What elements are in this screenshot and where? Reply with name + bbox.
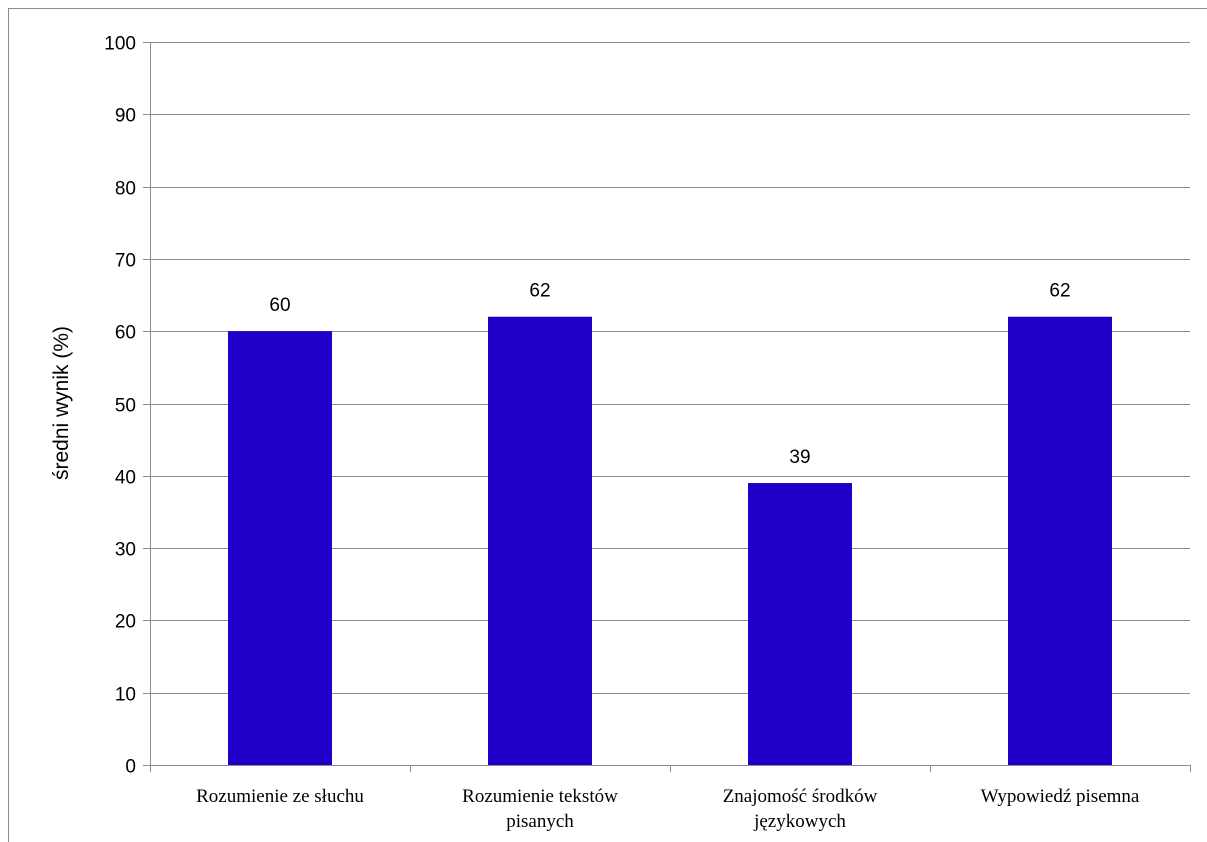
bar [748, 483, 852, 765]
data-labels: 60 62 39 62 [269, 281, 1070, 468]
y-tick-label: 60 [115, 323, 136, 344]
chart-frame-left-border [8, 8, 9, 842]
x-tick-label-line: Znajomość środków [723, 786, 878, 807]
y-tick-label: 80 [115, 179, 136, 200]
x-tick-label-line: językowych [753, 811, 846, 832]
x-tick-label-line: Wypowiedź pisemna [981, 786, 1140, 807]
y-tick-label: 50 [115, 396, 136, 417]
y-tick-label: 20 [115, 612, 136, 633]
x-tick-label: Rozumienie tekstów pisanych [462, 786, 618, 832]
x-tick-label: Wypowiedź pisemna [981, 786, 1140, 807]
x-tick-label-line: Rozumienie tekstów [462, 786, 618, 807]
data-label: 60 [269, 295, 290, 316]
data-label: 62 [529, 281, 550, 302]
x-tick-label: Rozumienie ze słuchu [196, 786, 364, 807]
y-tick-label: 40 [115, 468, 136, 489]
bar [228, 331, 332, 765]
data-label: 39 [789, 447, 810, 468]
x-tick-label-line: pisanych [506, 811, 574, 832]
bar [1008, 316, 1112, 765]
y-tick-label: 30 [115, 540, 136, 561]
y-tick-label: 0 [125, 757, 136, 778]
bars [228, 316, 1112, 765]
y-tick-label: 100 [104, 34, 136, 55]
y-tick-label: 70 [115, 251, 136, 272]
x-tick-label: Znajomość środków językowych [723, 786, 878, 832]
chart-frame-top-border [8, 8, 1207, 9]
x-tick-labels: Rozumienie ze słuchu Rozumienie tekstów pi… [196, 786, 1140, 832]
y-tick-label: 90 [115, 106, 136, 127]
y-tick-labels: 0 10 20 30 40 50 60 70 80 90 100 [104, 34, 136, 778]
data-label: 62 [1049, 281, 1070, 302]
axes [143, 42, 1191, 772]
y-axis-title: średni wynik (%) [50, 326, 73, 480]
bar [488, 316, 592, 765]
x-tick-label-line: Rozumienie ze słuchu [196, 786, 364, 807]
y-tick-label: 10 [115, 685, 136, 706]
